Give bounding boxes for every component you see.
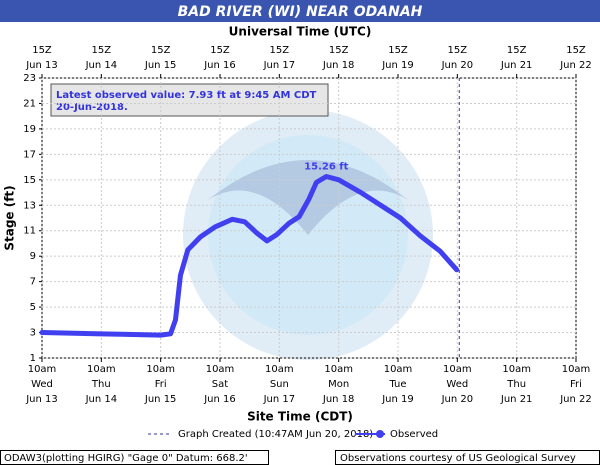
y-tick-label: 15 [23, 175, 36, 186]
y-tick-label: 13 [23, 200, 36, 211]
y-tick-label: 21 [23, 98, 36, 109]
x-tick-label: Jun 13 [25, 394, 58, 405]
x-tick-label: Jun 17 [263, 394, 296, 405]
latest-box [50, 83, 329, 117]
x-axis-label: Site Time (CDT) [247, 410, 353, 424]
latest-label: Latest observed value: 7.93 ft at 9:45 A… [56, 90, 317, 101]
x2-tick-label: 15Z [566, 45, 586, 56]
x-tick-label: Jun 16 [203, 394, 236, 405]
legend-swatch [376, 430, 384, 438]
x-tick-label: 10am [443, 364, 472, 375]
top-axis-label: Universal Time (UTC) [229, 25, 372, 39]
x2-tick-label: Jun 18 [322, 60, 355, 71]
x2-tick-label: 15Z [388, 45, 408, 56]
x2-tick-label: Jun 20 [441, 60, 474, 71]
x-tick-label: Fri [155, 379, 167, 390]
footer-left: ODAW3(plotting HGIRG) "Gage 0" Datum: 66… [4, 453, 248, 464]
latest-date: 20-Jun-2018. [56, 102, 128, 113]
x-tick-label: Sat [212, 379, 228, 390]
chart-title: BAD RIVER (WI) NEAR ODANAH [178, 4, 423, 20]
x-tick-label: Sun [270, 379, 289, 390]
x-tick-label: Jun 21 [500, 394, 533, 405]
x-tick-label: 10am [324, 364, 353, 375]
x-tick-label: Tue [388, 379, 406, 390]
legend-label: Observed [390, 429, 438, 440]
x-tick-label: 10am [562, 364, 591, 375]
x-tick-label: Jun 14 [85, 394, 118, 405]
x2-tick-label: 15Z [329, 45, 349, 56]
x2-tick-label: Jun 22 [559, 60, 592, 71]
footer-right: Observations courtesy of US Geological S… [340, 453, 576, 464]
y-tick-label: 17 [23, 149, 36, 160]
x-tick-label: Fri [570, 379, 582, 390]
x-tick-label: Mon [328, 379, 349, 390]
x-tick-label: Wed [446, 379, 468, 390]
x-tick-label: 10am [146, 364, 175, 375]
x-tick-label: Jun 15 [144, 394, 177, 405]
x2-tick-label: Jun 21 [500, 60, 533, 71]
peak-label: 15.26 ft [304, 162, 348, 173]
x-tick-label: Jun 19 [381, 394, 414, 405]
x2-tick-label: Jun 19 [381, 60, 414, 71]
x2-tick-label: Jun 15 [144, 60, 177, 71]
y-tick-label: 7 [30, 277, 36, 288]
y-tick-label: 9 [30, 251, 36, 262]
x2-tick-label: Jun 17 [263, 60, 296, 71]
x2-tick-label: 15Z [448, 45, 468, 56]
x-tick-label: Jun 18 [322, 394, 355, 405]
x2-tick-label: 15Z [92, 45, 112, 56]
x2-tick-label: Jun 13 [25, 60, 58, 71]
x2-tick-label: Jun 16 [203, 60, 236, 71]
x2-tick-label: Jun 14 [85, 60, 118, 71]
title-bar [0, 0, 600, 22]
x-tick-label: 10am [206, 364, 235, 375]
x-tick-label: 10am [502, 364, 531, 375]
x2-tick-label: 15Z [507, 45, 527, 56]
x-tick-label: Thu [91, 379, 111, 390]
x-tick-label: Jun 22 [559, 394, 592, 405]
x2-tick-label: 15Z [32, 45, 52, 56]
x-tick-label: Thu [506, 379, 526, 390]
x2-tick-label: 15Z [210, 45, 230, 56]
x-tick-label: Wed [31, 379, 53, 390]
y-tick-label: 23 [23, 73, 36, 84]
x-tick-label: 10am [384, 364, 413, 375]
y-tick-label: 3 [30, 328, 36, 339]
x2-tick-label: 15Z [270, 45, 290, 56]
legend-label: Graph Created (10:47AM Jun 20, 2018) [178, 429, 373, 440]
x-tick-label: 10am [87, 364, 116, 375]
x-tick-label: 10am [265, 364, 294, 375]
y-tick-label: 11 [23, 226, 36, 237]
x2-tick-label: 15Z [151, 45, 171, 56]
data-line [39, 174, 460, 338]
y-axis-label: Stage (ft) [3, 185, 17, 250]
y-tick-label: 5 [30, 302, 36, 313]
x-tick-label: 10am [28, 364, 57, 375]
x-tick-label: Jun 20 [441, 394, 474, 405]
y-tick-label: 1 [30, 353, 36, 364]
y-tick-label: 19 [23, 124, 36, 135]
